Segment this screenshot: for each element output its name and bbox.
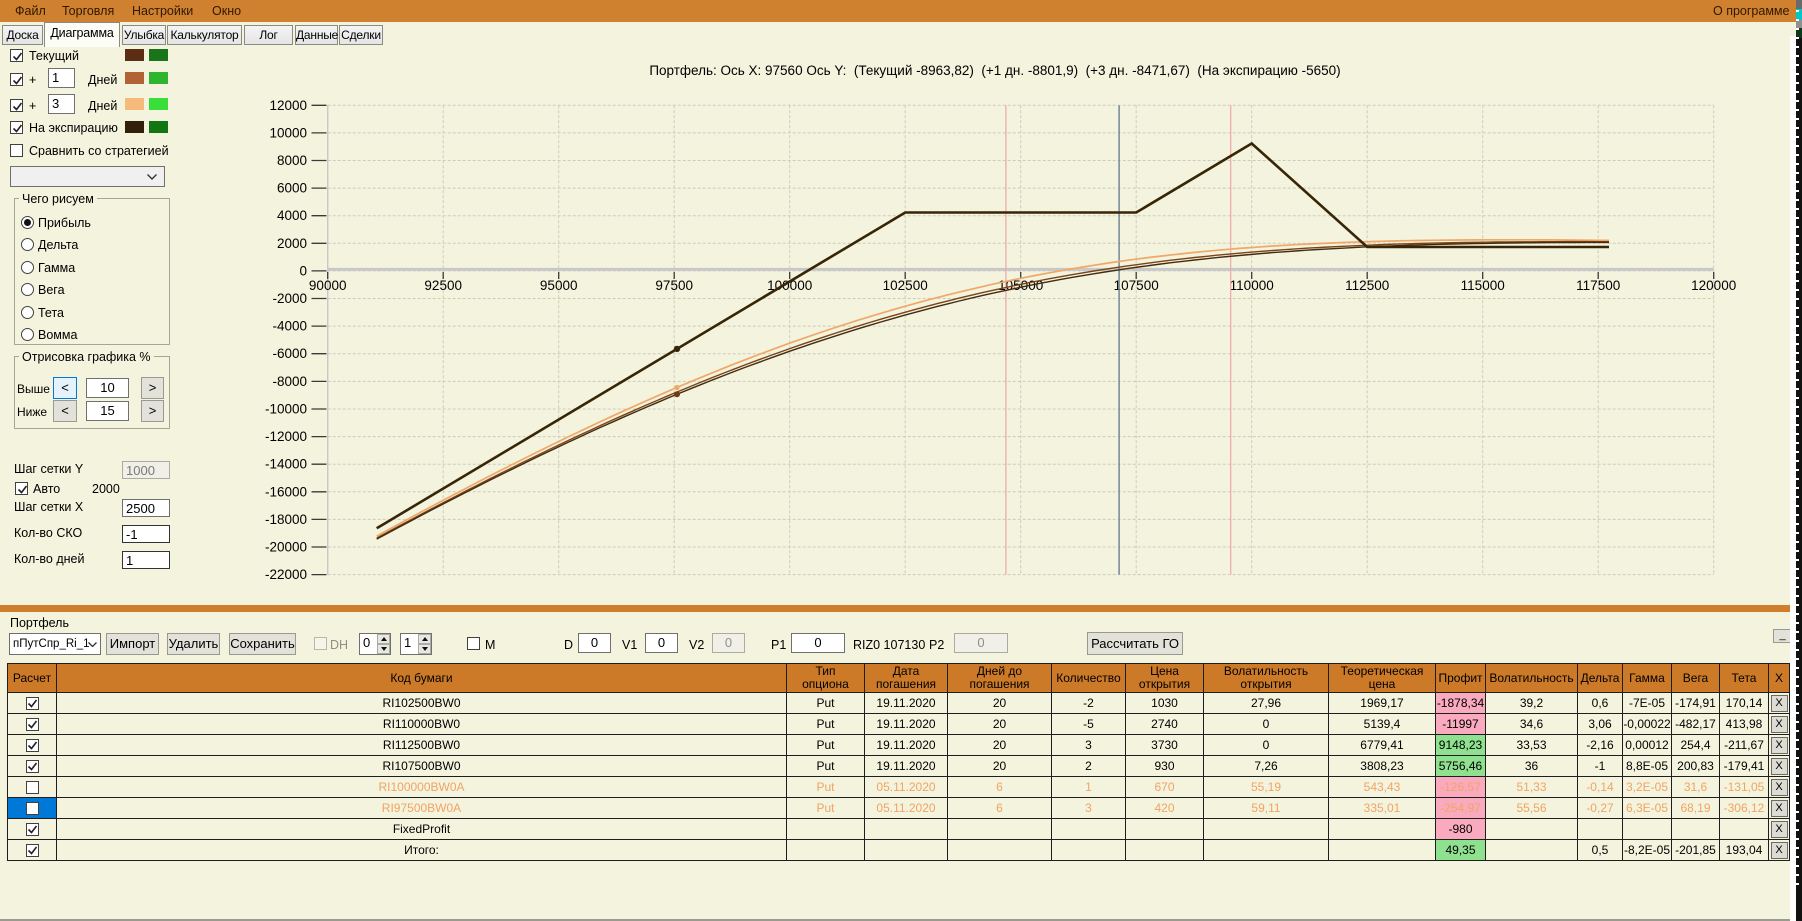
svg-text:-12000: -12000 [265,429,307,444]
svg-text:-6000: -6000 [272,346,307,361]
svg-text:-20000: -20000 [265,540,307,555]
svg-text:-2000: -2000 [272,291,307,306]
svg-text:4000: 4000 [277,208,307,223]
svg-text:-10000: -10000 [265,402,307,417]
svg-text:110000: 110000 [1230,278,1274,293]
svg-text:Портфель: Ось X: 97560 Ось Y:: Портфель: Ось X: 97560 Ось Y: (Текущий -… [649,63,1340,78]
svg-text:-18000: -18000 [265,512,307,527]
svg-text:92500: 92500 [424,278,462,293]
svg-text:-14000: -14000 [265,457,307,472]
svg-text:-16000: -16000 [265,484,307,499]
svg-text:-4000: -4000 [272,319,307,334]
svg-text:12000: 12000 [269,98,307,113]
svg-text:6000: 6000 [277,181,307,196]
svg-text:0: 0 [299,263,307,278]
svg-text:8000: 8000 [277,153,307,168]
svg-text:102500: 102500 [883,278,928,293]
svg-text:2000: 2000 [277,236,307,251]
svg-text:120000: 120000 [1691,278,1736,293]
svg-text:95000: 95000 [540,278,578,293]
svg-text:117500: 117500 [1576,278,1620,293]
svg-text:10000: 10000 [269,125,307,140]
svg-text:97500: 97500 [655,278,693,293]
svg-text:90000: 90000 [309,278,347,293]
svg-text:-22000: -22000 [265,567,307,582]
svg-text:107500: 107500 [1114,278,1159,293]
svg-text:115000: 115000 [1461,278,1505,293]
svg-text:112500: 112500 [1345,278,1389,293]
svg-text:-8000: -8000 [272,374,307,389]
